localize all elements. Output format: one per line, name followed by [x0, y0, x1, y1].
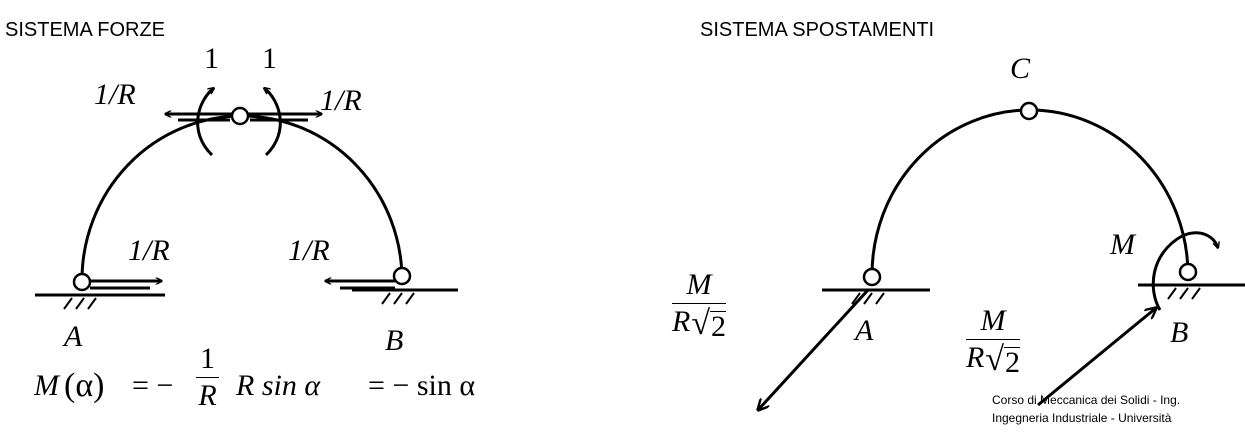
equation-alpha: (α)	[64, 367, 105, 404]
force-arrow-A	[90, 281, 162, 290]
support-label-right-B: B	[1170, 316, 1189, 349]
sqrt-right-icon: √	[985, 341, 1004, 378]
fraction-left-den: R √ 2	[672, 304, 726, 342]
equation-rhs-1: R sin α	[236, 369, 321, 402]
fraction-right-radicand: 2	[1004, 346, 1020, 379]
force-label-top-left: 1/R	[94, 78, 136, 111]
moment-label-M: M	[1110, 228, 1135, 261]
equation-fraction-bar	[196, 377, 219, 378]
left-hinge-top	[230, 106, 250, 126]
fraction-right-bar	[966, 339, 1020, 340]
equation-fraction-den: R	[198, 378, 216, 411]
force-arrow-B	[325, 281, 395, 290]
support-label-left-A: A	[64, 320, 83, 353]
displacement-fraction-left: M R √ 2	[672, 270, 726, 342]
force-label-support-A: 1/R	[128, 234, 170, 267]
footer-line-2: Ingegneria Industriale - Università	[992, 411, 1172, 425]
right-hinge-A	[862, 267, 882, 287]
moment-label-right: 1	[262, 42, 277, 75]
fraction-left-radicand: 2	[710, 310, 726, 343]
right-ground-B	[1138, 283, 1245, 300]
force-label-top-right: 1/R	[320, 84, 362, 117]
fraction-left-num: M	[686, 268, 712, 301]
sqrt-left-icon: √	[691, 305, 710, 342]
displacement-arrow-A	[758, 288, 870, 410]
fraction-right-den: R √ 2	[966, 340, 1020, 378]
moment-arrow-left	[196, 88, 214, 157]
support-label-right-A: A	[855, 314, 874, 347]
moment-arrow-right	[264, 88, 282, 157]
equation-fraction: 1 R	[196, 344, 219, 411]
left-ground-A	[35, 293, 165, 310]
right-hinge-B	[1178, 262, 1198, 282]
hinge-label-C: C	[1010, 52, 1031, 85]
displacement-arrow-B	[1037, 308, 1156, 407]
left-ground-B	[352, 288, 458, 305]
moment-label-left: 1	[204, 42, 219, 75]
right-panel-title: SISTEMA SPOSTAMENTI	[700, 19, 935, 41]
fraction-right-den-r: R	[966, 341, 985, 374]
right-ground-A	[822, 288, 930, 305]
equation-equals-minus-1: = −	[132, 369, 174, 402]
footer-line-1: Corso di Meccanica dei Solidi - Ing.	[992, 393, 1181, 407]
fraction-left-bar	[672, 303, 726, 304]
moment-arrow-B	[1151, 231, 1218, 311]
support-label-left-B: B	[385, 324, 404, 357]
equation-rhs-2: = − sin α	[368, 369, 476, 402]
fraction-right-num: M	[980, 304, 1006, 337]
left-panel-title: SISTEMA FORZE	[5, 19, 166, 41]
right-hinge-C	[1019, 101, 1039, 121]
left-hinge-A	[72, 272, 92, 292]
fraction-left-den-r: R	[672, 305, 691, 338]
equation-fraction-den-r: R	[198, 379, 217, 412]
force-label-support-B: 1/R	[288, 234, 330, 267]
equation-fraction-num: 1	[200, 342, 215, 375]
left-hinge-B	[392, 266, 412, 286]
equation-m: M	[34, 369, 59, 402]
right-arch	[870, 108, 1190, 276]
displacement-fraction-right: M R √ 2	[966, 306, 1020, 378]
